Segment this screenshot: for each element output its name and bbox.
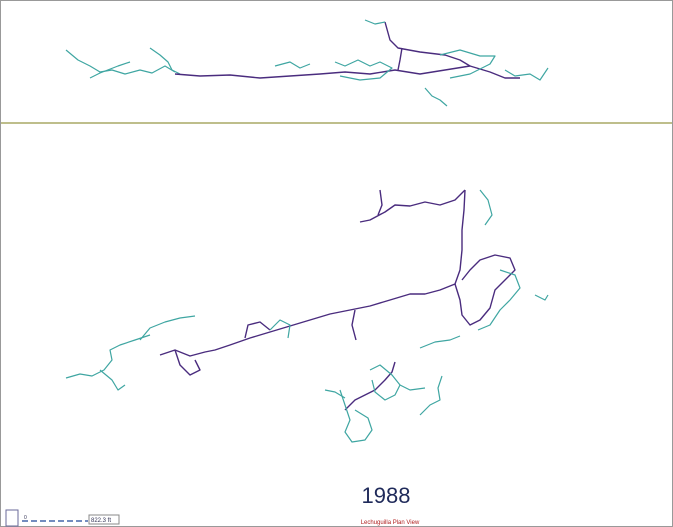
cave-map: 1988 0 822.3 ft Lechuguilla Plan View <box>0 0 673 527</box>
scale-zero: 0 <box>24 515 27 521</box>
page: 1988 0 822.3 ft Lechuguilla Plan View ((… <box>0 0 673 527</box>
view-caption: Lechuguilla Plan View <box>361 520 420 526</box>
scale-length: 822.3 ft <box>91 518 111 524</box>
frame <box>1 1 673 527</box>
year-label: 1988 <box>362 483 411 508</box>
